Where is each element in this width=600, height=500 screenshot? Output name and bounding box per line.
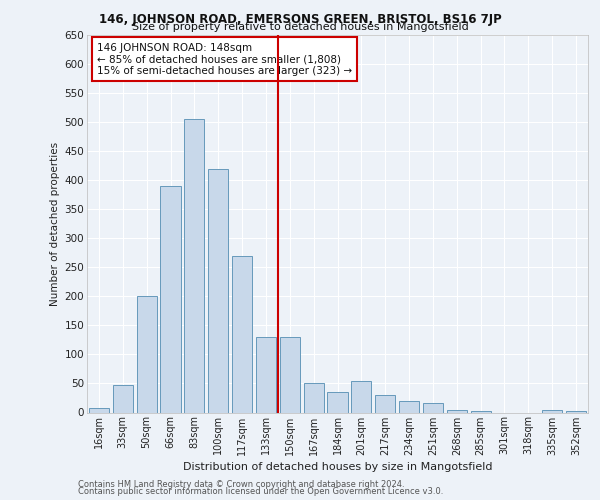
Bar bbox=[542, 410, 562, 412]
Text: Size of property relative to detached houses in Mangotsfield: Size of property relative to detached ho… bbox=[131, 22, 469, 32]
Bar bbox=[375, 395, 395, 412]
Text: Contains HM Land Registry data © Crown copyright and database right 2024.: Contains HM Land Registry data © Crown c… bbox=[78, 480, 404, 489]
Bar bbox=[566, 411, 586, 412]
Bar bbox=[328, 392, 347, 412]
Bar bbox=[399, 401, 419, 412]
Bar bbox=[113, 384, 133, 412]
Bar bbox=[351, 380, 371, 412]
Bar bbox=[232, 256, 252, 412]
Bar bbox=[256, 337, 276, 412]
Text: Contains public sector information licensed under the Open Government Licence v3: Contains public sector information licen… bbox=[78, 487, 443, 496]
Text: 146 JOHNSON ROAD: 148sqm
← 85% of detached houses are smaller (1,808)
15% of sem: 146 JOHNSON ROAD: 148sqm ← 85% of detach… bbox=[97, 42, 352, 76]
X-axis label: Distribution of detached houses by size in Mangotsfield: Distribution of detached houses by size … bbox=[183, 462, 492, 471]
Bar bbox=[184, 119, 205, 412]
Bar bbox=[208, 168, 229, 412]
Bar bbox=[160, 186, 181, 412]
Bar bbox=[470, 411, 491, 412]
Bar bbox=[446, 410, 467, 412]
Bar bbox=[89, 408, 109, 412]
Bar bbox=[423, 402, 443, 412]
Text: 146, JOHNSON ROAD, EMERSONS GREEN, BRISTOL, BS16 7JP: 146, JOHNSON ROAD, EMERSONS GREEN, BRIST… bbox=[98, 12, 502, 26]
Bar bbox=[137, 296, 157, 412]
Y-axis label: Number of detached properties: Number of detached properties bbox=[50, 142, 61, 306]
Bar bbox=[280, 337, 300, 412]
Bar bbox=[304, 384, 324, 412]
